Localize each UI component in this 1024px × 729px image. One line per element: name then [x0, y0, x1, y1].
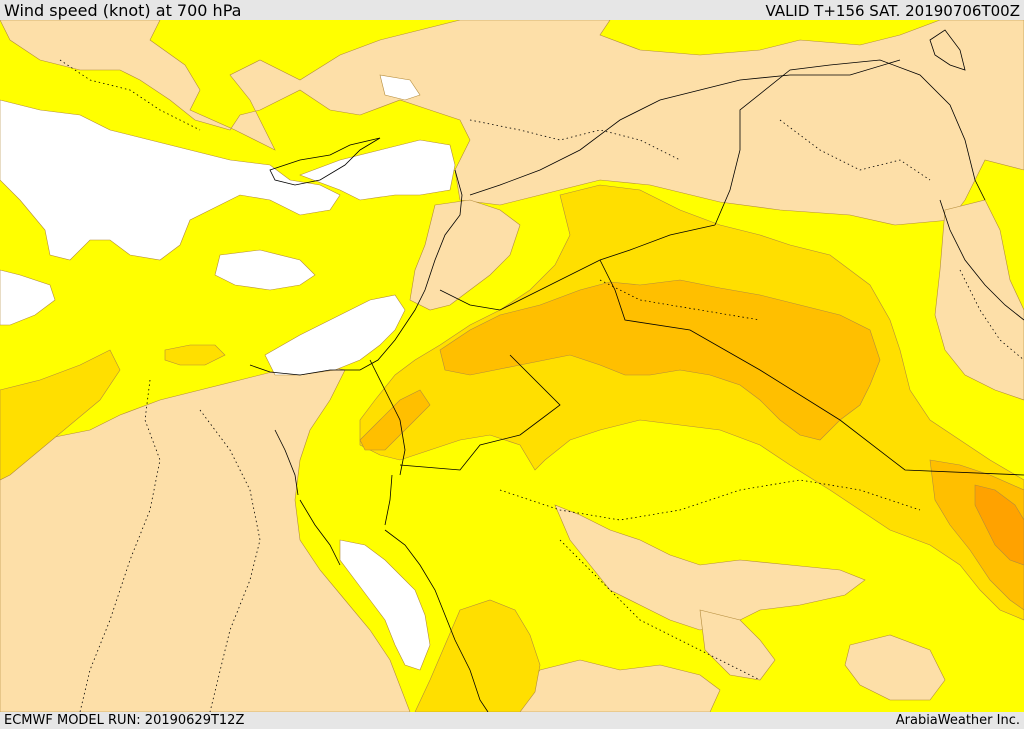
field-light-levant	[409, 199, 521, 311]
coastline-cyprus	[269, 137, 381, 186]
field-calm-sea-3	[214, 249, 316, 291]
field-calm-sea-4	[0, 269, 56, 326]
field-light-egypt	[0, 364, 411, 712]
map-canvas	[0, 20, 1024, 712]
valid-time: VALID T+156 SAT. 20190706T00Z	[765, 2, 1020, 20]
country-borders	[369, 59, 1024, 476]
border-jordan-saudi	[399, 354, 561, 471]
admin-boundary-2	[199, 409, 261, 712]
field-light-arabia-1	[554, 504, 866, 631]
model-run-label: ECMWF MODEL RUN: 20190629T12Z	[4, 713, 245, 728]
border-iraq-iran	[714, 59, 986, 226]
border-syria-iraq	[469, 59, 901, 196]
admin-boundary-8	[599, 279, 761, 321]
coastline-gulf-aqaba	[384, 474, 393, 526]
field-strong-core	[439, 279, 881, 441]
coastline-persian-gulf	[939, 199, 1024, 321]
border-iraq-saudi	[599, 259, 1024, 476]
field-fresh-west	[0, 349, 121, 481]
coastline-levant	[249, 169, 463, 376]
coastline-caspian	[929, 29, 966, 71]
field-fresh-red-sea	[164, 344, 226, 366]
coastline-gulf-suez	[274, 429, 299, 496]
field-calm-red-sea	[339, 539, 431, 671]
wind-speed-map[interactable]	[0, 20, 1024, 712]
admin-boundary-7	[59, 59, 201, 131]
admin-boundary-3	[499, 479, 921, 521]
internal-boundaries	[59, 59, 1024, 712]
header-bar: Wind speed (knot) at 700 hPa VALID T+156…	[0, 0, 1024, 20]
border-syria-jordan	[439, 224, 716, 311]
footer-bar: ECMWF MODEL RUN: 20190629T12Z ArabiaWeat…	[0, 712, 1024, 729]
map-title: Wind speed (knot) at 700 hPa	[4, 1, 242, 20]
admin-boundary-5	[469, 119, 681, 161]
admin-boundary-4	[559, 539, 761, 681]
field-calm-mediterranean	[0, 99, 341, 261]
field-calm-north	[379, 74, 421, 101]
coastlines	[249, 29, 1024, 712]
credit-label: ArabiaWeather Inc.	[895, 713, 1020, 728]
field-fresh-south	[414, 599, 541, 712]
field-light-arabia-3	[844, 634, 946, 701]
border-sinai	[369, 359, 406, 476]
coastline-red-sea-west	[299, 499, 341, 566]
field-calm-sea-2	[299, 139, 456, 201]
field-very-strong	[974, 484, 1024, 566]
field-light-iran	[934, 199, 1024, 401]
field-strong-sw	[359, 389, 431, 451]
coastline-red-sea-east	[384, 529, 489, 712]
field-fresh-main	[359, 184, 1024, 621]
admin-boundary-6	[779, 119, 931, 181]
